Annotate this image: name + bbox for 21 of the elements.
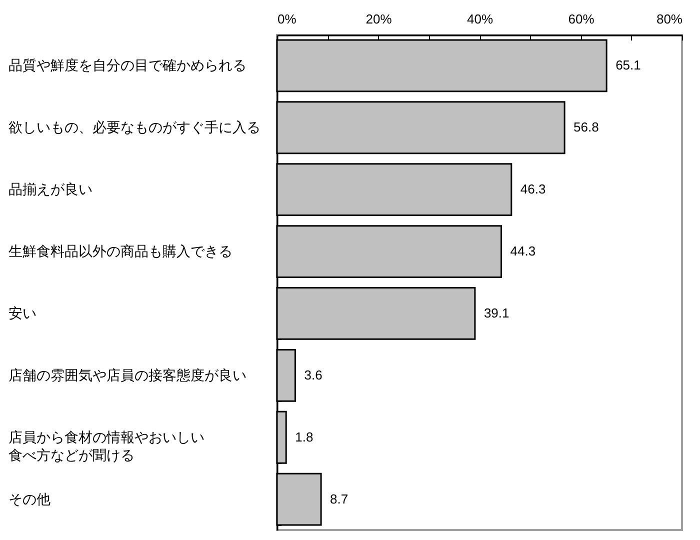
y-tick-label: 安い <box>8 306 36 322</box>
data-label: 44.3 <box>510 244 536 259</box>
data-label: 1.8 <box>295 429 314 444</box>
data-label: 65.1 <box>616 58 641 73</box>
data-label: 46.3 <box>520 182 546 197</box>
x-tick-label: 80% <box>656 12 683 26</box>
x-tick-label: 40% <box>466 12 494 26</box>
x-tick-label: 0% <box>278 12 297 26</box>
y-tick-label: 品揃えが良い <box>8 182 92 198</box>
y-tick-label: 欲しいもの、必要なものがすぐ手に入る <box>8 120 260 136</box>
y-tick-label: その他 <box>8 492 50 508</box>
x-tick-label: 60% <box>568 12 595 26</box>
data-label: 56.8 <box>574 120 599 135</box>
data-label: 39.1 <box>484 305 510 320</box>
y-tick-label: 店舗の雰囲気や店員の接客態度が良い <box>8 368 246 384</box>
data-label: 8.7 <box>330 491 348 506</box>
y-tick-label: 店員から食材の情報やおいしい食べ方などが聞ける <box>8 430 204 464</box>
y-tick-label: 生鮮食料品以外の商品も購入できる <box>8 244 232 260</box>
y-tick-label: 品質や鮮度を自分の目で確かめられる <box>8 58 246 74</box>
data-label: 3.6 <box>304 367 322 382</box>
x-tick-label: 20% <box>366 12 392 26</box>
